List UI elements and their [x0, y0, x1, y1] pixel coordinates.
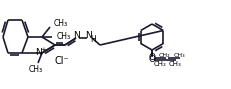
Text: CH₃: CH₃ — [54, 19, 68, 28]
Text: N: N — [73, 31, 80, 40]
Text: CH₂: CH₂ — [153, 61, 166, 67]
Text: O: O — [148, 56, 155, 65]
Text: H: H — [90, 36, 95, 44]
Text: CH₂: CH₂ — [158, 53, 169, 58]
Text: CH₃: CH₃ — [168, 61, 181, 67]
Text: +: + — [40, 47, 46, 53]
Text: O: O — [148, 53, 155, 62]
Text: Cl⁻: Cl⁻ — [55, 56, 69, 66]
Text: CH₃: CH₃ — [57, 32, 71, 41]
Text: CH₃: CH₃ — [172, 53, 184, 58]
Text: N: N — [85, 31, 92, 40]
Text: CH₃: CH₃ — [29, 65, 43, 74]
Text: N: N — [36, 49, 42, 57]
